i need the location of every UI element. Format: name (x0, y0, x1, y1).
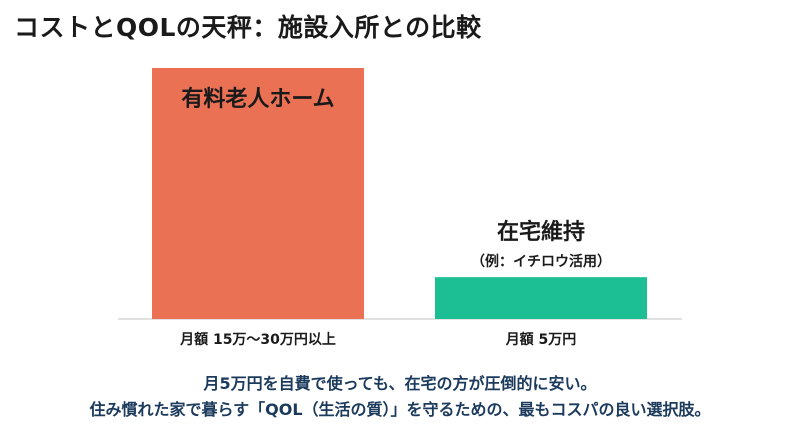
bar-label-2: 在宅維持 (497, 219, 585, 245)
x-tick-label-1: 月額 15万〜30万円以上 (179, 331, 336, 348)
x-tick-label-2: 月額 5万円 (505, 331, 577, 348)
caption-line-1: 月5万円を自費で使っても、在宅の方が圧倒的に安い。 (203, 374, 597, 393)
bar-label-1: 有料老人ホーム (181, 86, 334, 112)
bar-sublabel-2: （例：イチロウ活用） (471, 253, 611, 270)
chart-title: コストとQOLの天秤：施設入所との比較 (14, 13, 482, 42)
caption-line-2: 住み慣れた家で暮らす「QOL（生活の質）」を守るための、最もコスパの良い選択肢。 (89, 400, 711, 419)
bar-2 (435, 277, 647, 319)
bar-1 (152, 68, 364, 319)
